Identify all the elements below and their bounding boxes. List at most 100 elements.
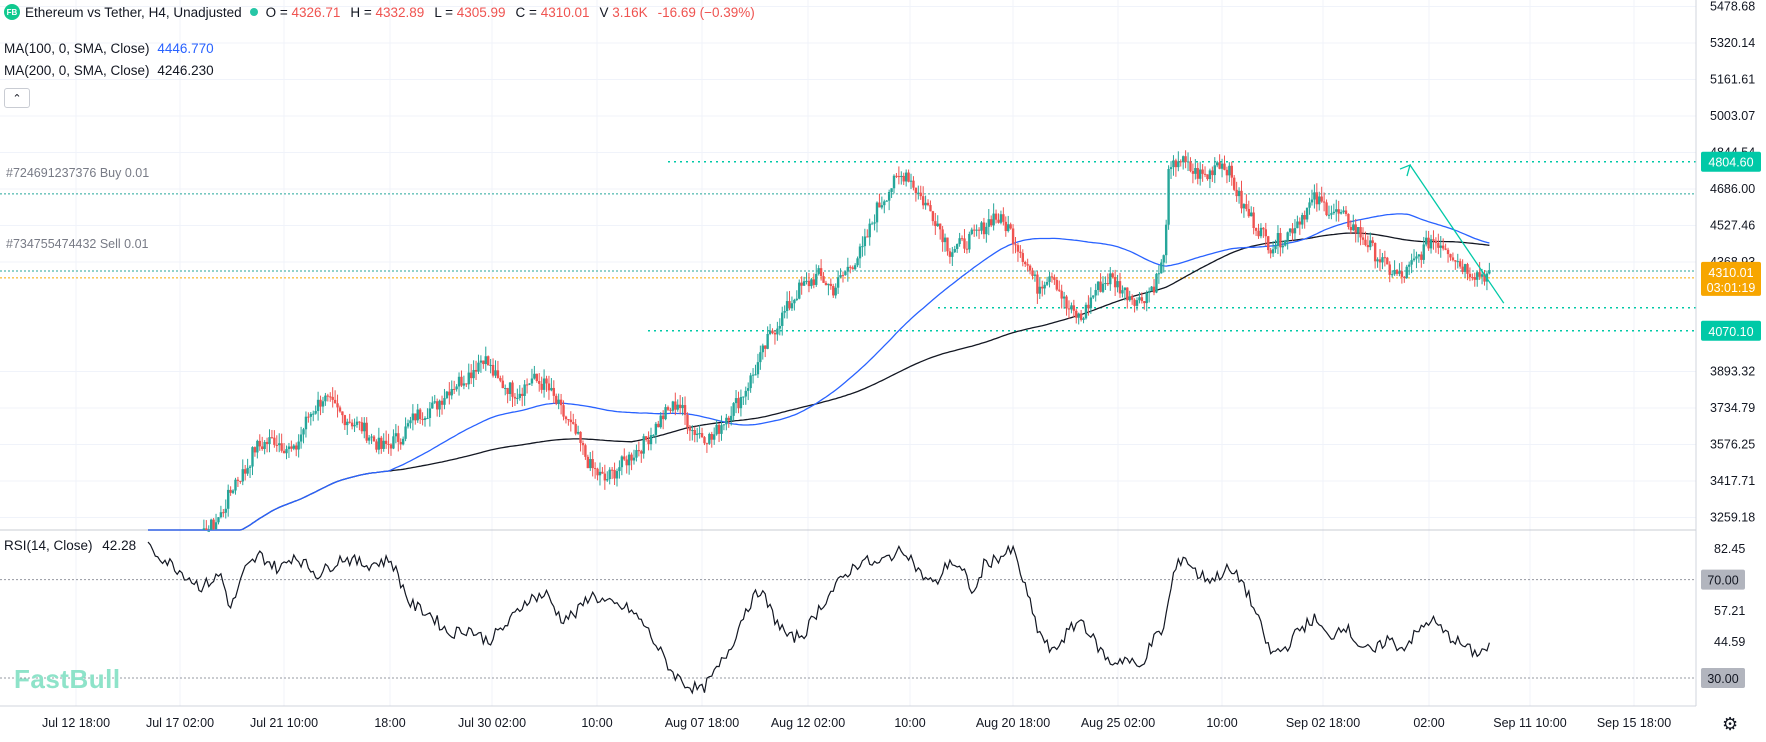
candle-27 — [212, 517, 215, 530]
rsi-legend[interactable]: RSI(14, Close) 42.28 — [4, 538, 136, 553]
candle-body — [1235, 189, 1238, 197]
candle-body — [946, 237, 949, 252]
candle-body — [1296, 221, 1299, 229]
candle-body — [1225, 169, 1229, 176]
candle-452 — [1245, 194, 1248, 212]
candle-body — [771, 330, 774, 333]
candle-532 — [1439, 236, 1442, 258]
candle-432 — [1196, 162, 1199, 185]
candle-73 — [324, 392, 327, 406]
candle-422 — [1172, 155, 1175, 176]
candle-98 — [384, 430, 388, 449]
ma100-legend[interactable]: MA(100, 0, SMA, Close) 4446.770 — [4, 41, 214, 56]
candle-body — [399, 441, 402, 445]
candle-480 — [1313, 184, 1316, 209]
candle-291 — [853, 263, 857, 271]
candle-body — [1245, 204, 1248, 209]
candle-146 — [501, 375, 504, 389]
candle-body — [1099, 281, 1102, 292]
candle-180 — [584, 443, 587, 460]
candle-body — [1087, 304, 1090, 309]
buy-order-label[interactable]: #724691237376 Buy 0.01 — [6, 166, 150, 180]
sell-order-label[interactable]: #734755474432 Sell 0.01 — [6, 237, 149, 251]
candle-body — [273, 437, 276, 445]
candle-body — [890, 188, 893, 192]
low-value: L = 4305.99 — [434, 4, 506, 20]
candle-304 — [885, 200, 888, 202]
candle-body — [460, 376, 463, 386]
candle-body — [1126, 287, 1129, 301]
price-tick-label: 3417.71 — [1710, 474, 1755, 488]
candle-body — [1286, 232, 1289, 241]
candle-115 — [426, 408, 429, 420]
candle-body — [1320, 196, 1323, 202]
candle-389 — [1092, 295, 1095, 300]
candle-body — [1427, 237, 1430, 249]
candle-260 — [778, 318, 781, 336]
candle-body — [1293, 228, 1297, 234]
candle-196 — [623, 448, 626, 461]
candle-170 — [559, 393, 563, 415]
candle-368 — [1041, 280, 1044, 297]
candle-body — [256, 440, 259, 453]
candle-484 — [1322, 192, 1326, 212]
candle-body — [1415, 256, 1418, 259]
candle-526 — [1424, 230, 1428, 247]
collapse-legend-button[interactable]: ⌃ — [4, 88, 30, 108]
candle-body — [875, 202, 879, 223]
candle-24 — [205, 520, 208, 530]
candle-477 — [1305, 207, 1309, 223]
candle-96 — [380, 435, 383, 454]
rsi-label: RSI(14, Close) — [4, 538, 93, 553]
forecast-arrow[interactable] — [1399, 163, 1505, 304]
candle-426 — [1181, 155, 1185, 170]
candle-body — [1147, 291, 1151, 293]
candle-488 — [1332, 203, 1336, 215]
candle-body — [1349, 226, 1353, 231]
candle-body — [540, 383, 543, 390]
candle-510 — [1386, 256, 1389, 265]
candle-body — [248, 466, 252, 468]
candle-body — [1276, 232, 1280, 246]
candle-body — [1116, 281, 1119, 288]
candle-body — [278, 443, 281, 446]
candle-66 — [307, 412, 310, 423]
candle-206 — [647, 431, 650, 451]
candle-302 — [880, 196, 884, 210]
candle-239 — [727, 415, 730, 428]
candle-body — [285, 449, 288, 454]
candle-324 — [934, 212, 937, 235]
candle-478 — [1308, 197, 1311, 215]
candle-body — [637, 450, 641, 452]
candle-158 — [530, 368, 534, 387]
candle-body — [885, 200, 888, 202]
candle-104 — [399, 438, 402, 450]
candle-body — [1194, 168, 1197, 174]
candle-body — [1203, 173, 1207, 175]
candle-328 — [943, 233, 947, 252]
candle-body — [1339, 212, 1343, 214]
candle-329 — [946, 237, 949, 256]
candle-body — [674, 401, 677, 410]
time-tick-label: 02:00 — [1413, 716, 1444, 730]
symbol-title[interactable]: Ethereum vs Tether, H4, Unadjusted — [25, 4, 242, 20]
candle-body — [705, 443, 709, 445]
candle-338 — [968, 231, 971, 253]
candle-359 — [1019, 245, 1022, 258]
level-upper-badge: 4804.60 — [1701, 151, 1761, 172]
gear-icon[interactable]: ⚙ — [1722, 714, 1739, 734]
candle-body — [533, 373, 536, 379]
candle-503 — [1369, 232, 1372, 251]
candle-382 — [1075, 308, 1078, 324]
candle-body — [768, 330, 772, 334]
candle-430 — [1191, 163, 1195, 184]
candle-145 — [499, 375, 502, 383]
candle-body — [761, 345, 764, 353]
candle-95 — [377, 427, 381, 455]
candle-542 — [1463, 263, 1467, 278]
candle-body — [513, 396, 517, 399]
candle-body — [683, 405, 687, 415]
candle-body — [1062, 296, 1066, 299]
ma200-legend[interactable]: MA(200, 0, SMA, Close) 4246.230 — [4, 63, 214, 78]
